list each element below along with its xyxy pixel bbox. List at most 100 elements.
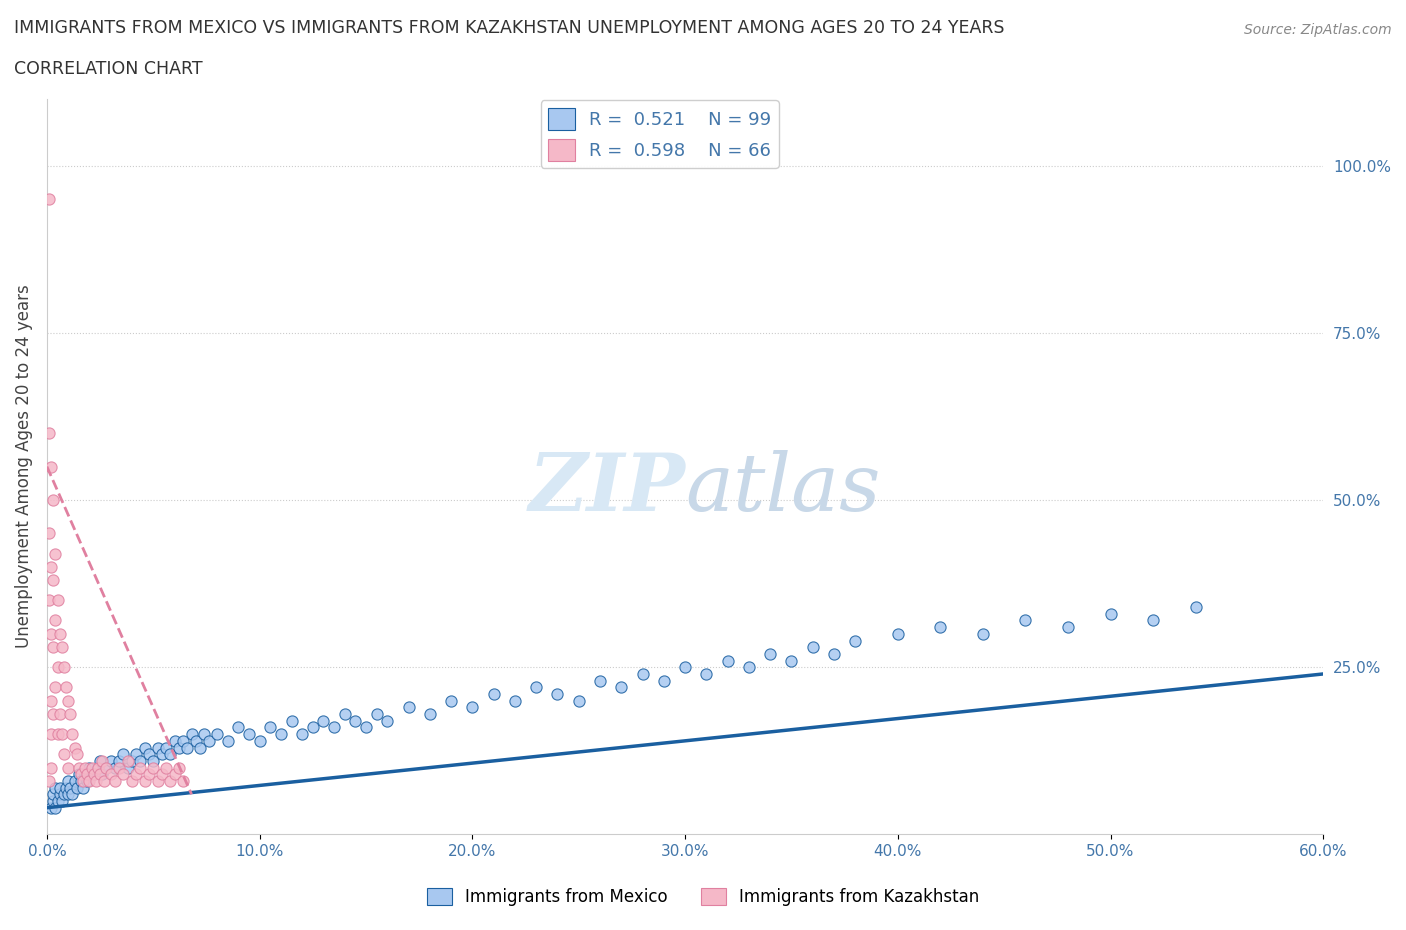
Point bbox=[259, 720, 281, 735]
Point bbox=[44, 801, 66, 816]
Point bbox=[44, 680, 66, 695]
Point bbox=[844, 633, 866, 648]
Point bbox=[91, 767, 114, 782]
Point bbox=[52, 747, 75, 762]
Point bbox=[398, 700, 420, 715]
Point bbox=[354, 720, 377, 735]
Point bbox=[59, 707, 82, 722]
Point bbox=[84, 774, 107, 789]
Point bbox=[55, 680, 77, 695]
Legend: R =  0.521    N = 99, R =  0.598    N = 66: R = 0.521 N = 99, R = 0.598 N = 66 bbox=[540, 100, 779, 168]
Point bbox=[972, 627, 994, 642]
Point bbox=[172, 774, 194, 789]
Point bbox=[72, 780, 94, 795]
Text: CORRELATION CHART: CORRELATION CHART bbox=[14, 60, 202, 78]
Point bbox=[44, 613, 66, 628]
Point bbox=[104, 760, 127, 775]
Text: Source: ZipAtlas.com: Source: ZipAtlas.com bbox=[1244, 23, 1392, 37]
Point bbox=[48, 627, 70, 642]
Point bbox=[301, 720, 323, 735]
Text: IMMIGRANTS FROM MEXICO VS IMMIGRANTS FROM KAZAKHSTAN UNEMPLOYMENT AMONG AGES 20 : IMMIGRANTS FROM MEXICO VS IMMIGRANTS FRO… bbox=[14, 19, 1004, 36]
Point bbox=[100, 767, 122, 782]
Point bbox=[155, 740, 177, 755]
Point bbox=[503, 693, 526, 708]
Point bbox=[79, 774, 101, 789]
Point bbox=[48, 780, 70, 795]
Point bbox=[89, 753, 111, 768]
Point bbox=[46, 793, 69, 808]
Point bbox=[1142, 613, 1164, 628]
Point bbox=[51, 793, 73, 808]
Text: atlas: atlas bbox=[685, 450, 880, 527]
Point bbox=[70, 767, 93, 782]
Point bbox=[39, 726, 62, 741]
Point bbox=[108, 760, 131, 775]
Point bbox=[695, 667, 717, 682]
Point bbox=[167, 740, 190, 755]
Point bbox=[163, 734, 186, 749]
Point bbox=[39, 560, 62, 575]
Point bbox=[56, 693, 79, 708]
Point bbox=[138, 747, 160, 762]
Point bbox=[70, 774, 93, 789]
Point bbox=[39, 693, 62, 708]
Point bbox=[176, 740, 198, 755]
Point bbox=[129, 753, 152, 768]
Point bbox=[112, 767, 135, 782]
Point bbox=[717, 653, 740, 668]
Point bbox=[159, 774, 181, 789]
Point bbox=[610, 680, 633, 695]
Point bbox=[72, 774, 94, 789]
Point bbox=[93, 774, 115, 789]
Point bbox=[100, 753, 122, 768]
Point bbox=[138, 767, 160, 782]
Point bbox=[48, 707, 70, 722]
Point bbox=[1184, 600, 1206, 615]
Point bbox=[738, 659, 761, 674]
Point bbox=[87, 760, 110, 775]
Point bbox=[142, 760, 165, 775]
Point bbox=[56, 774, 79, 789]
Point bbox=[887, 627, 910, 642]
Point bbox=[333, 707, 356, 722]
Point bbox=[323, 720, 346, 735]
Point bbox=[48, 787, 70, 802]
Text: ZIP: ZIP bbox=[529, 450, 685, 527]
Point bbox=[38, 593, 60, 608]
Point bbox=[568, 693, 591, 708]
Point bbox=[76, 767, 98, 782]
Point bbox=[44, 780, 66, 795]
Point bbox=[172, 734, 194, 749]
Point bbox=[631, 667, 654, 682]
Point bbox=[76, 774, 98, 789]
Point bbox=[83, 767, 105, 782]
Point bbox=[419, 707, 441, 722]
Point bbox=[142, 753, 165, 768]
Point bbox=[159, 747, 181, 762]
Point bbox=[366, 707, 388, 722]
Point bbox=[280, 713, 302, 728]
Point bbox=[205, 726, 228, 741]
Point bbox=[312, 713, 335, 728]
Legend: Immigrants from Mexico, Immigrants from Kazakhstan: Immigrants from Mexico, Immigrants from … bbox=[420, 881, 986, 912]
Point bbox=[52, 659, 75, 674]
Point bbox=[42, 787, 65, 802]
Point bbox=[121, 774, 143, 789]
Point bbox=[188, 740, 211, 755]
Point bbox=[125, 747, 148, 762]
Point bbox=[929, 619, 952, 634]
Point bbox=[238, 726, 260, 741]
Point bbox=[62, 787, 84, 802]
Point bbox=[75, 767, 97, 782]
Point bbox=[39, 627, 62, 642]
Point bbox=[39, 801, 62, 816]
Y-axis label: Unemployment Among Ages 20 to 24 years: Unemployment Among Ages 20 to 24 years bbox=[15, 285, 32, 648]
Point bbox=[59, 780, 82, 795]
Point bbox=[104, 774, 127, 789]
Point bbox=[87, 760, 110, 775]
Point bbox=[42, 493, 65, 508]
Point bbox=[66, 747, 89, 762]
Point bbox=[589, 673, 612, 688]
Point bbox=[121, 753, 143, 768]
Point bbox=[1014, 613, 1036, 628]
